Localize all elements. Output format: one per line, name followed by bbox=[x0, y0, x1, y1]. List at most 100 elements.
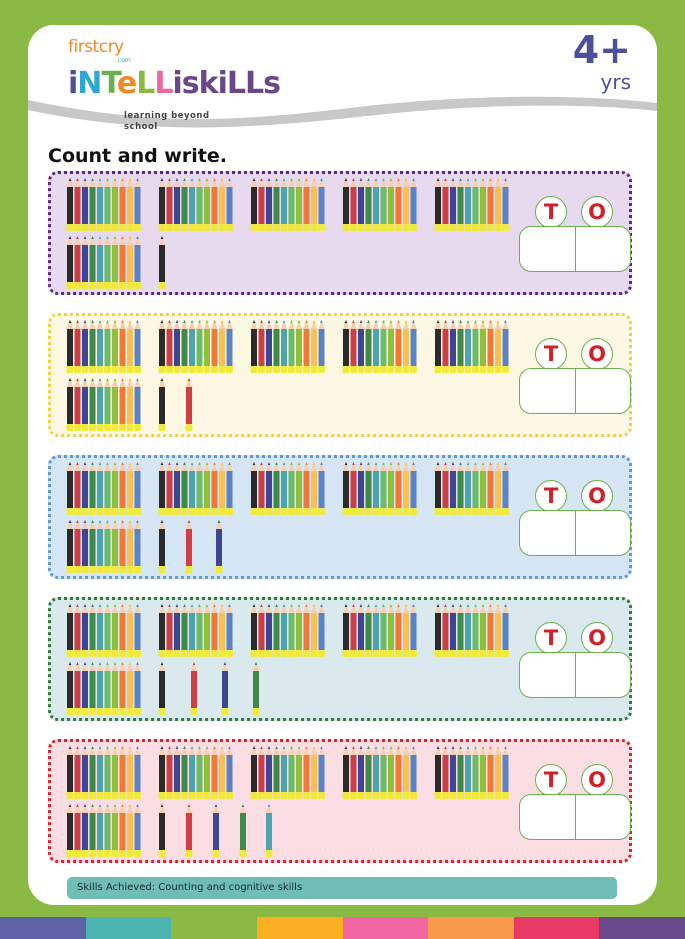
stripe bbox=[513, 917, 600, 939]
pencil bbox=[74, 520, 81, 573]
pencil bbox=[395, 320, 402, 373]
pencil bbox=[226, 746, 233, 799]
ones-input[interactable] bbox=[575, 653, 631, 697]
pencil bbox=[449, 604, 457, 657]
pencil bbox=[134, 746, 141, 799]
tens-input[interactable] bbox=[520, 369, 575, 413]
pencil bbox=[350, 320, 357, 373]
pencil bbox=[158, 462, 166, 515]
pencil bbox=[487, 462, 494, 515]
pencil bbox=[402, 320, 410, 373]
pencil bbox=[250, 320, 258, 373]
pencil bbox=[185, 804, 193, 857]
pencil bbox=[221, 662, 229, 715]
pencil bbox=[273, 320, 280, 373]
pencil bbox=[434, 746, 442, 799]
logo-com: .com bbox=[116, 57, 131, 64]
pencil-bundles bbox=[66, 746, 509, 857]
pencil bbox=[479, 604, 487, 657]
pencil bbox=[119, 462, 126, 515]
pencil bbox=[89, 462, 96, 515]
pencil bbox=[273, 604, 280, 657]
pencil bbox=[126, 520, 134, 573]
ones-input[interactable] bbox=[575, 795, 631, 839]
pencil bbox=[134, 378, 141, 431]
pencil bbox=[258, 178, 265, 231]
pencil bbox=[250, 604, 258, 657]
pencil bbox=[158, 320, 166, 373]
pencil bbox=[134, 662, 141, 715]
pencil bbox=[464, 178, 472, 231]
pencil bbox=[218, 604, 226, 657]
pencil bbox=[119, 520, 126, 573]
pencil bbox=[239, 804, 247, 857]
pencil bbox=[111, 178, 119, 231]
pencil bbox=[342, 746, 350, 799]
pencil bbox=[81, 520, 89, 573]
pencil bbox=[89, 804, 96, 857]
pencil bbox=[111, 746, 119, 799]
pencil bbox=[395, 604, 402, 657]
pencil bbox=[111, 662, 119, 715]
pencil bbox=[218, 178, 226, 231]
tens-input[interactable] bbox=[520, 653, 575, 697]
pencil bbox=[81, 662, 89, 715]
pencil bbox=[166, 604, 173, 657]
logo-tagline: learning beyond school bbox=[124, 111, 210, 132]
pencil bbox=[380, 462, 387, 515]
pencil bbox=[158, 520, 166, 573]
pencil bbox=[119, 236, 126, 289]
pencil bbox=[303, 320, 310, 373]
pencil bbox=[173, 604, 181, 657]
pencil bbox=[215, 520, 223, 573]
pencil bbox=[166, 178, 173, 231]
pencil bbox=[449, 178, 457, 231]
pencil bbox=[203, 604, 211, 657]
pencil bbox=[134, 604, 141, 657]
pencil bbox=[158, 378, 166, 431]
ones-input[interactable] bbox=[575, 511, 631, 555]
pencil bbox=[96, 604, 104, 657]
pencil bbox=[211, 320, 218, 373]
pencil bbox=[96, 804, 104, 857]
pencil bbox=[464, 320, 472, 373]
pencil bbox=[342, 462, 350, 515]
ones-input[interactable] bbox=[575, 227, 631, 271]
pencil bbox=[357, 178, 365, 231]
pencil bbox=[66, 604, 74, 657]
tens-input[interactable] bbox=[520, 227, 575, 271]
tens-input[interactable] bbox=[520, 795, 575, 839]
tens-ones-answer: T O bbox=[519, 196, 631, 276]
pencil bbox=[89, 236, 96, 289]
pencil bbox=[442, 178, 449, 231]
pencil bbox=[173, 320, 181, 373]
pencil bbox=[342, 604, 350, 657]
pencil bbox=[273, 462, 280, 515]
pencil bbox=[126, 378, 134, 431]
pencil bbox=[380, 746, 387, 799]
pencil bbox=[166, 746, 173, 799]
ones-input[interactable] bbox=[575, 369, 631, 413]
stripe bbox=[599, 917, 685, 939]
pencil bbox=[365, 604, 372, 657]
pencil bbox=[303, 178, 310, 231]
pencil bbox=[288, 746, 295, 799]
header-wave bbox=[28, 25, 657, 128]
page-title: Count and write. bbox=[48, 145, 227, 167]
pencil bbox=[280, 746, 288, 799]
tens-input[interactable] bbox=[520, 511, 575, 555]
pencil bbox=[472, 462, 479, 515]
pencil bbox=[119, 746, 126, 799]
pencil bbox=[395, 462, 402, 515]
tens-label: T bbox=[535, 480, 567, 512]
stripe bbox=[171, 917, 257, 939]
pencil bbox=[119, 804, 126, 857]
pencil bbox=[111, 604, 119, 657]
pencil bbox=[126, 804, 134, 857]
pencil bbox=[181, 462, 188, 515]
pencil bbox=[402, 178, 410, 231]
pencil bbox=[173, 178, 181, 231]
pencil bbox=[212, 804, 220, 857]
pencil bbox=[258, 462, 265, 515]
pencil bbox=[104, 746, 111, 799]
